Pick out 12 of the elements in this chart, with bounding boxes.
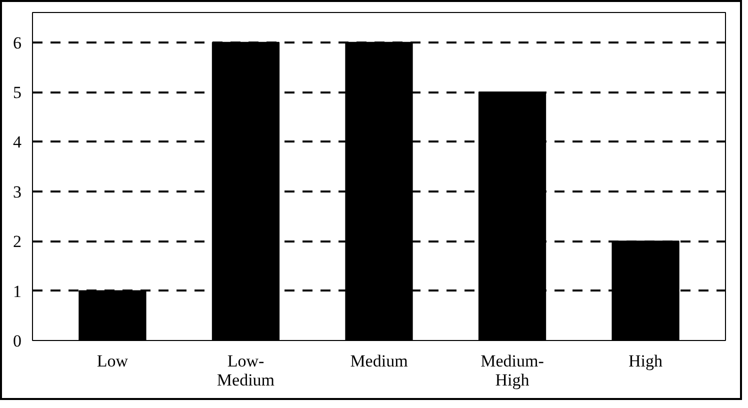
y-tick-label: 3: [13, 182, 22, 202]
y-tick-label: 5: [13, 83, 22, 102]
x-tick-label: Medium- High: [480, 352, 544, 390]
y-tick-label: 2: [13, 232, 22, 252]
y-tick-label: 6: [13, 33, 22, 52]
x-tick-label: High: [628, 352, 664, 370]
x-tick-label: Medium: [350, 352, 408, 370]
y-tick-label: 1: [13, 282, 22, 301]
x-tick-label: Low: [96, 352, 129, 370]
x-tick-label: Low- Medium: [216, 352, 275, 390]
y-tick-label: 0: [13, 332, 22, 350]
y-tick-label: 4: [13, 132, 22, 152]
